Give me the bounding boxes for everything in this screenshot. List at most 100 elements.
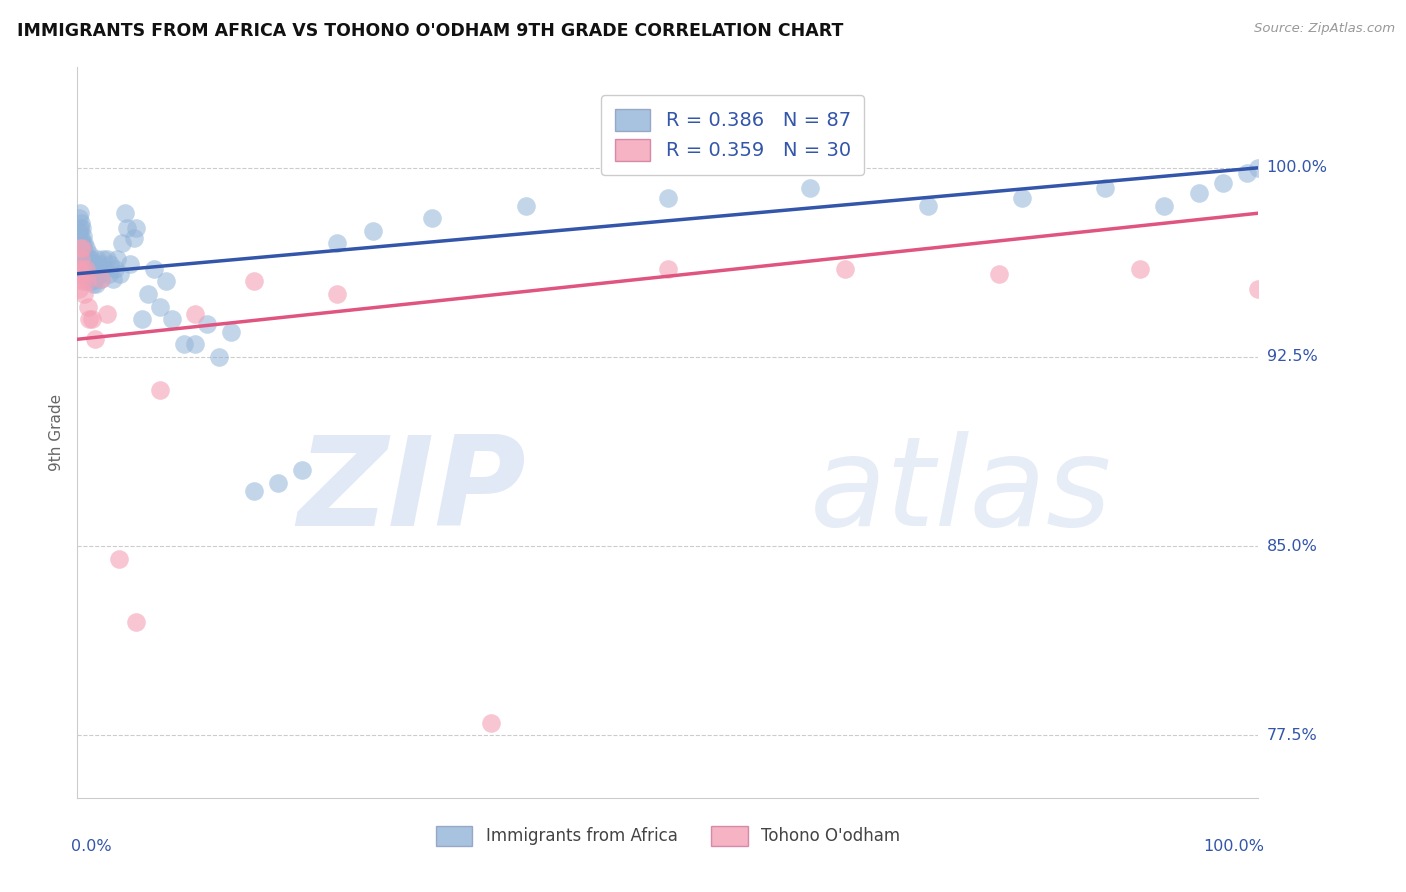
Point	[86, 252, 108, 266]
Point	[76, 261, 98, 276]
Text: 85.0%: 85.0%	[1267, 539, 1317, 554]
Point	[69, 236, 91, 251]
Point	[79, 267, 101, 281]
Point	[91, 261, 114, 276]
Point	[89, 257, 111, 271]
Legend: Immigrants from Africa, Tohono O'odham: Immigrants from Africa, Tohono O'odham	[429, 820, 907, 852]
Point	[155, 274, 177, 288]
Point	[131, 312, 153, 326]
Point	[69, 206, 91, 220]
Text: Source: ZipAtlas.com: Source: ZipAtlas.com	[1254, 22, 1395, 36]
Point	[111, 236, 134, 251]
Text: 100.0%: 100.0%	[1204, 838, 1264, 854]
Point	[70, 216, 93, 230]
Point	[77, 269, 100, 284]
Point	[96, 307, 118, 321]
Point	[70, 249, 93, 263]
Point	[70, 261, 93, 276]
Text: 0.0%: 0.0%	[72, 838, 112, 854]
Point	[515, 199, 537, 213]
Point	[98, 267, 121, 281]
Point	[125, 615, 148, 629]
Text: ZIP: ZIP	[298, 431, 526, 551]
Text: atlas: atlas	[810, 431, 1112, 551]
Point	[73, 252, 96, 266]
Point	[291, 463, 314, 477]
Point	[96, 252, 118, 266]
Point	[80, 312, 103, 326]
Point	[120, 257, 142, 271]
Text: 92.5%: 92.5%	[1267, 350, 1317, 365]
Point	[70, 236, 93, 251]
Point	[479, 715, 502, 730]
Point	[208, 350, 231, 364]
Point	[243, 483, 266, 498]
Point	[122, 231, 145, 245]
Point	[75, 242, 97, 256]
Point	[75, 257, 97, 271]
Point	[77, 300, 100, 314]
Point	[90, 272, 112, 286]
Point	[77, 261, 100, 276]
Point	[108, 267, 131, 281]
Point	[70, 242, 93, 256]
Point	[834, 261, 856, 276]
Point	[72, 242, 94, 256]
Point	[1188, 186, 1211, 200]
Point	[79, 252, 101, 266]
Point	[326, 236, 349, 251]
Point	[87, 267, 110, 281]
Point	[76, 274, 98, 288]
Point	[657, 261, 679, 276]
Point	[987, 267, 1010, 281]
Point	[1011, 191, 1033, 205]
Point	[1247, 161, 1270, 175]
Point	[72, 228, 94, 243]
Point	[1153, 199, 1175, 213]
Point	[67, 224, 90, 238]
Point	[326, 286, 349, 301]
Point	[243, 274, 266, 288]
Point	[77, 312, 100, 326]
Point	[84, 257, 107, 271]
Point	[73, 286, 96, 301]
Point	[80, 257, 103, 271]
Point	[75, 261, 97, 276]
Point	[69, 242, 91, 256]
Y-axis label: 9th Grade: 9th Grade	[49, 394, 65, 471]
Point	[84, 272, 107, 286]
Point	[219, 325, 242, 339]
Point	[91, 252, 114, 266]
Point	[84, 332, 107, 346]
Point	[72, 261, 94, 276]
Point	[70, 221, 93, 235]
Point	[69, 267, 91, 281]
Point	[917, 199, 939, 213]
Point	[67, 282, 90, 296]
Point	[70, 231, 93, 245]
Point	[75, 269, 97, 284]
Point	[125, 221, 148, 235]
Point	[77, 246, 100, 260]
Point	[799, 181, 821, 195]
Point	[90, 272, 112, 286]
Point	[184, 337, 207, 351]
Point	[83, 267, 105, 281]
Point	[143, 261, 166, 276]
Point	[70, 252, 93, 266]
Point	[82, 261, 104, 276]
Point	[114, 206, 136, 220]
Point	[70, 254, 93, 268]
Point	[101, 272, 124, 286]
Point	[149, 300, 172, 314]
Text: 100.0%: 100.0%	[1267, 161, 1327, 176]
Point	[100, 257, 122, 271]
Point	[67, 242, 90, 256]
Text: IMMIGRANTS FROM AFRICA VS TOHONO O'ODHAM 9TH GRADE CORRELATION CHART: IMMIGRANTS FROM AFRICA VS TOHONO O'ODHAM…	[17, 22, 844, 40]
Point	[107, 252, 129, 266]
Point	[420, 211, 443, 226]
Point	[1094, 181, 1116, 195]
Point	[657, 191, 679, 205]
Point	[73, 236, 96, 251]
Point	[115, 221, 138, 235]
